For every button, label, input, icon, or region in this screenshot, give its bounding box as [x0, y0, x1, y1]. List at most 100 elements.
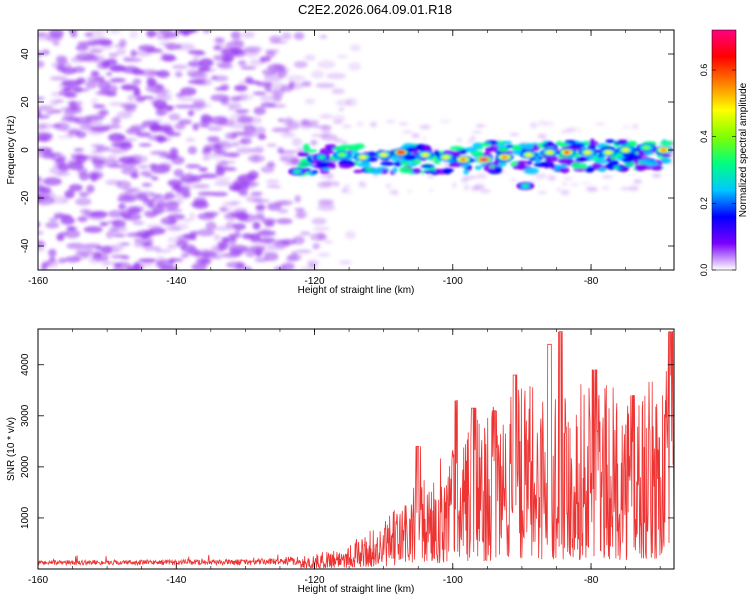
noise-blob: [118, 39, 127, 48]
noise-blob: [293, 60, 308, 69]
noise-blob: [152, 205, 165, 215]
signal-peak: [422, 153, 429, 157]
noise-blob: [182, 191, 192, 198]
spectrogram-y-tick-label: 20: [20, 96, 31, 108]
noise-blob: [252, 221, 261, 230]
noise-blob: [42, 177, 62, 186]
noise-blob: [85, 114, 105, 121]
signal-blob: [614, 141, 629, 145]
noise-blob: [255, 204, 266, 211]
noise-blob: [112, 234, 126, 238]
noise-blob: [260, 102, 276, 108]
noise-blob: [230, 135, 237, 139]
noise-blob: [65, 132, 75, 139]
signal-blob: [515, 163, 527, 170]
noise-blob: [547, 175, 557, 181]
noise-blob: [227, 212, 240, 216]
colorbar-tick-label: 0.6: [699, 64, 709, 77]
noise-blob: [89, 173, 99, 182]
noise-blob: [53, 212, 65, 217]
noise-blob: [38, 153, 42, 158]
noise-blob: [38, 246, 46, 252]
noise-blob: [266, 143, 278, 147]
noise-blob: [197, 191, 218, 196]
signal-blob: [534, 157, 541, 163]
noise-blob: [26, 179, 37, 185]
signal-peak: [460, 158, 467, 162]
noise-blob: [266, 179, 280, 184]
noise-blob: [335, 99, 353, 106]
noise-blob: [651, 173, 662, 178]
noise-blob: [41, 263, 48, 270]
spectrogram-y-tick-label: 40: [20, 48, 31, 60]
noise-blob: [331, 88, 345, 95]
noise-blob: [628, 185, 639, 191]
noise-blob: [228, 233, 242, 238]
noise-blob: [38, 221, 41, 228]
noise-blob: [469, 135, 476, 141]
noise-blob: [226, 40, 245, 49]
noise-blob: [294, 195, 301, 203]
noise-blob: [57, 135, 67, 140]
noise-blob: [121, 65, 140, 74]
noise-blob: [71, 105, 83, 113]
noise-blob: [407, 189, 413, 194]
noise-blob: [56, 171, 72, 177]
noise-blob: [159, 52, 168, 57]
noise-blob: [221, 252, 241, 258]
noise-blob: [311, 133, 331, 138]
noise-blob: [471, 131, 483, 134]
noise-blob: [93, 164, 104, 170]
noise-blob: [150, 124, 163, 131]
noise-blob: [281, 32, 292, 40]
noise-blob: [108, 30, 121, 34]
noise-blob: [213, 61, 233, 67]
noise-blob: [336, 54, 348, 59]
noise-blob: [55, 99, 65, 104]
noise-blob: [530, 180, 535, 183]
noise-blob: [291, 137, 303, 147]
noise-blob: [245, 195, 262, 203]
noise-blob: [38, 193, 41, 201]
spectrogram-x-tick-label: -80: [584, 276, 599, 287]
signal-blob: [399, 166, 411, 174]
noise-blob: [261, 242, 279, 248]
noise-blob: [311, 217, 327, 225]
noise-blob: [228, 121, 247, 130]
noise-blob: [130, 49, 137, 58]
noise-blob: [42, 122, 53, 130]
noise-blob: [68, 184, 83, 192]
colorbar-label: Normalized spectral amplitude: [738, 82, 749, 217]
noise-blob: [220, 97, 229, 106]
noise-blob: [286, 75, 306, 81]
noise-blob: [214, 177, 231, 182]
noise-blob: [205, 221, 217, 231]
noise-blob: [234, 84, 248, 92]
noise-blob: [66, 242, 85, 250]
noise-blob: [272, 90, 284, 99]
noise-blob: [101, 258, 109, 267]
noise-blob: [129, 124, 146, 131]
noise-blob: [112, 219, 126, 228]
noise-blob: [156, 70, 170, 78]
noise-blob: [138, 44, 156, 51]
noise-blob: [207, 136, 220, 143]
signal-blob: [489, 164, 496, 169]
noise-blob: [358, 181, 364, 184]
noise-blob: [142, 198, 157, 203]
noise-blob: [175, 240, 188, 245]
signal-blob: [443, 168, 452, 175]
signal-blob: [484, 146, 494, 153]
signal-blob: [497, 147, 510, 152]
noise-blob: [255, 214, 265, 221]
signal-peak: [442, 155, 449, 159]
noise-blob: [317, 199, 334, 204]
signal-blob: [591, 162, 602, 170]
signal-blob: [474, 165, 482, 170]
noise-blob: [68, 30, 78, 35]
noise-blob: [304, 54, 316, 61]
noise-blob: [66, 100, 84, 105]
noise-blob: [464, 184, 469, 191]
noise-blob: [310, 139, 318, 146]
noise-blob: [319, 113, 333, 120]
